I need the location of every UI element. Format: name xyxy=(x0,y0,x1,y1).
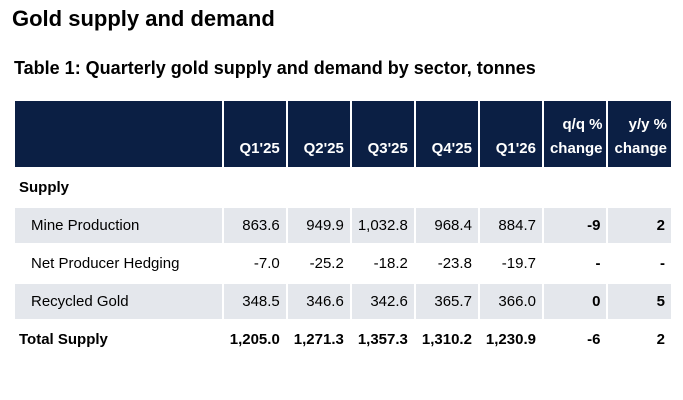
header-q1-25: Q1'25 xyxy=(223,101,286,167)
header-q3-25: Q3'25 xyxy=(351,101,414,167)
table-cell: 342.6 xyxy=(351,284,414,319)
table-header-row: Q1'25 Q2'25 Q3'25 Q4'25 Q1'26 q/q % chan… xyxy=(15,101,671,167)
header-yy-line2: change xyxy=(614,140,667,157)
qq-change-cell: -9 xyxy=(543,208,607,243)
row-label: Net Producer Hedging xyxy=(31,255,180,272)
qq-change-cell: - xyxy=(595,255,601,272)
table-row-recycled-gold: Recycled Gold 348.5 346.6 342.6 365.7 36… xyxy=(15,284,671,319)
page-title: Gold supply and demand xyxy=(12,6,275,31)
yy-change-cell: 5 xyxy=(608,284,671,319)
table-cell: 346.6 xyxy=(287,284,350,319)
header-qq-line1: q/q % xyxy=(562,116,603,133)
table-cell: 968.4 xyxy=(415,208,478,243)
table-cell: -18.2 xyxy=(373,255,408,272)
table-row-mine-production: Mine Production 863.6 949.9 1,032.8 968.… xyxy=(15,208,671,243)
header-q2-25: Q2'25 xyxy=(287,101,350,167)
header-qq-line2: change xyxy=(549,140,603,157)
table-cell: -23.8 xyxy=(437,255,472,272)
supply-table: Q1'25 Q2'25 Q3'25 Q4'25 Q1'26 q/q % chan… xyxy=(13,98,673,360)
qq-change-cell: 0 xyxy=(543,284,607,319)
table-cell: 365.7 xyxy=(415,284,478,319)
table-cell: 1,032.8 xyxy=(351,208,414,243)
table-cell: 949.9 xyxy=(287,208,350,243)
table-cell: -19.7 xyxy=(501,255,536,272)
header-label-col xyxy=(15,101,222,167)
table-cell: 1,310.2 xyxy=(421,331,472,348)
yy-change-cell: - xyxy=(660,255,665,272)
yy-change-cell: 2 xyxy=(656,331,665,348)
header-yy-change: y/y % change xyxy=(608,101,671,167)
header-q4-25: Q4'25 xyxy=(415,101,478,167)
table-cell: -25.2 xyxy=(309,255,344,272)
total-label: Total Supply xyxy=(19,331,108,348)
table-caption: Table 1: Quarterly gold supply and deman… xyxy=(14,58,536,78)
table-cell: 1,205.0 xyxy=(229,331,280,348)
row-label: Mine Production xyxy=(15,208,222,243)
table-cell: 1,357.3 xyxy=(357,331,408,348)
header-yy-line1: y/y % xyxy=(628,116,667,133)
header-qq-change: q/q % change xyxy=(543,101,607,167)
section-row-supply: Supply xyxy=(15,170,671,205)
header-q1-26: Q1'26 xyxy=(479,101,542,167)
table-row-net-producer-hedging: Net Producer Hedging -7.0 -25.2 -18.2 -2… xyxy=(15,246,671,281)
section-label: Supply xyxy=(19,179,70,196)
yy-change-cell: 2 xyxy=(608,208,671,243)
table-cell: 1,230.9 xyxy=(485,331,536,348)
table-row-total-supply: Total Supply 1,205.0 1,271.3 1,357.3 1,3… xyxy=(15,322,671,357)
table-cell: -7.0 xyxy=(253,255,280,272)
table-cell: 1,271.3 xyxy=(293,331,344,348)
table-cell: 863.6 xyxy=(223,208,286,243)
qq-change-cell: -6 xyxy=(587,331,601,348)
row-label: Recycled Gold xyxy=(15,284,222,319)
table-cell: 366.0 xyxy=(479,284,542,319)
table-cell: 348.5 xyxy=(223,284,286,319)
table-cell: 884.7 xyxy=(479,208,542,243)
